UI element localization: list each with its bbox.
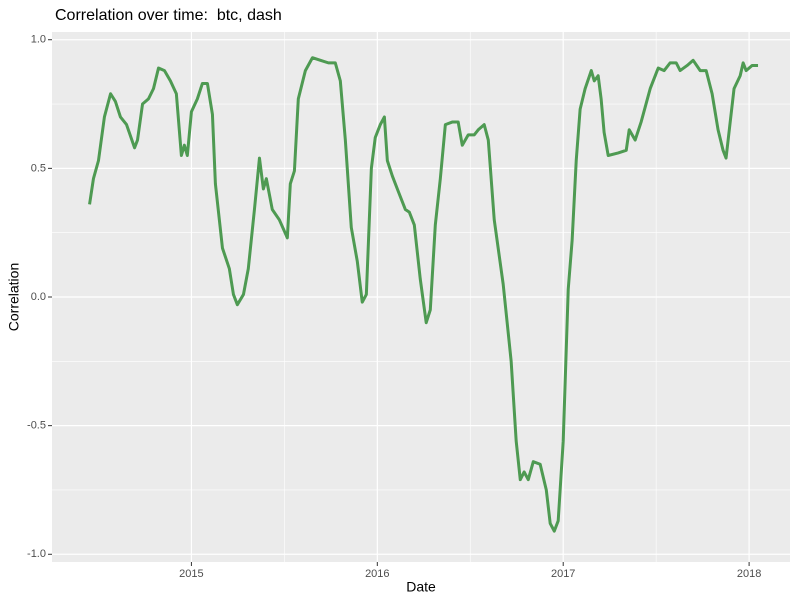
y-axis-label: Correlation: [6, 263, 22, 331]
y-tick-label: 1.0: [31, 34, 46, 46]
y-tick-label: -0.5: [27, 420, 46, 432]
x-tick-label: 2016: [365, 568, 389, 580]
x-tick-label: 2017: [551, 568, 575, 580]
y-tick-label: 0.0: [31, 291, 46, 303]
grid: [52, 32, 790, 562]
x-tick-label: 2015: [179, 568, 203, 580]
y-tick-label: 0.5: [31, 162, 46, 174]
x-tick-label: 2018: [737, 568, 761, 580]
marks: [88, 56, 759, 533]
x-axis-label: Date: [406, 579, 436, 595]
line: [88, 56, 759, 533]
chart-title: Correlation over time: btc, dash: [55, 7, 282, 24]
y-tick-label: -1.0: [27, 548, 46, 560]
